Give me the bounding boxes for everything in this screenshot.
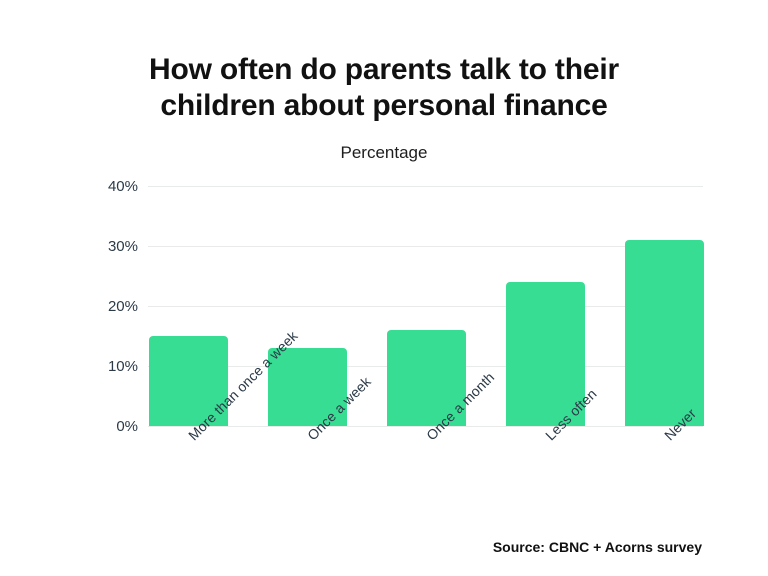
- gridline: [148, 186, 703, 187]
- y-axis-tick-label: 0%: [116, 418, 138, 435]
- y-axis-tick-label: 30%: [107, 238, 138, 255]
- bar[interactable]: [625, 240, 704, 426]
- y-axis: 0% 10% 20% 30% 40%: [78, 179, 138, 434]
- chart-subtitle: Percentage: [340, 143, 428, 162]
- plot-area: [148, 186, 704, 427]
- gridline: [148, 426, 703, 427]
- gridline: [148, 306, 703, 307]
- chart-title-line-2: children about personal finance: [160, 89, 608, 122]
- gridline: [148, 246, 703, 247]
- y-axis-tick-label: 10%: [107, 358, 138, 375]
- bar[interactable]: [149, 336, 228, 426]
- bar[interactable]: [268, 348, 347, 426]
- y-axis-tick-label: 20%: [107, 298, 138, 315]
- chart-title-line-1: How often do parents talk to their: [149, 53, 619, 86]
- bar[interactable]: [387, 330, 466, 426]
- chart-title: How often do parents talk to their child…: [0, 52, 768, 124]
- source-note: Source: CBNC + Acorns survey: [492, 539, 702, 555]
- bar[interactable]: [506, 282, 585, 426]
- y-axis-tick-label: 40%: [107, 178, 138, 195]
